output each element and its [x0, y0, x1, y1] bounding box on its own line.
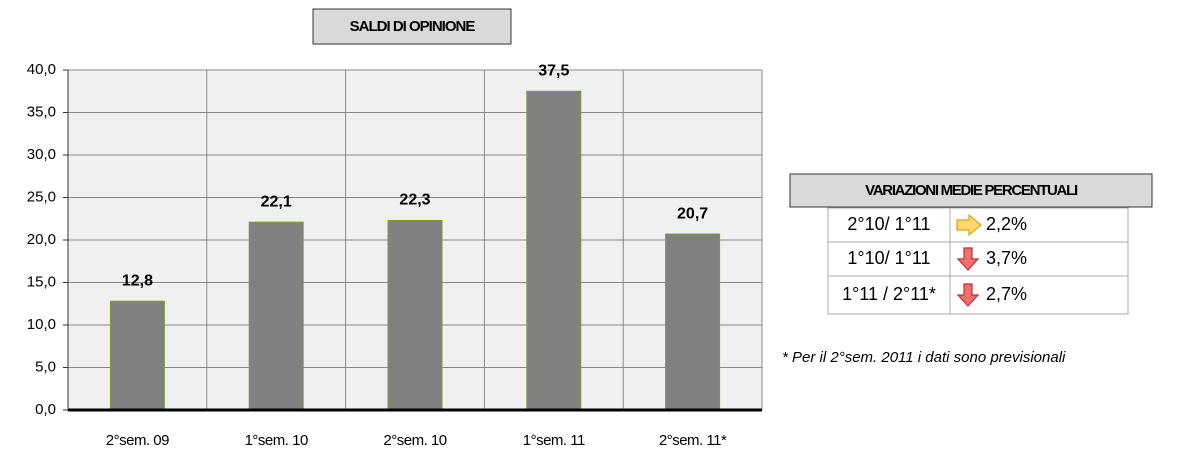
bar	[387, 219, 443, 411]
x-tick-label: 2°sem. 11*	[659, 432, 727, 449]
bar	[526, 90, 582, 411]
data-label: 12,8	[122, 272, 153, 289]
arrow-right	[956, 213, 982, 237]
data-label: 22,1	[261, 193, 292, 210]
x-tick-label: 1°sem. 10	[245, 432, 308, 449]
arrow-down	[956, 247, 980, 271]
footnote: * Per il 2°sem. 2011 i dati sono previsi…	[782, 349, 1066, 366]
table-title-box	[789, 173, 1153, 208]
bar	[665, 233, 721, 411]
table-cell	[949, 241, 1129, 277]
data-label: 22,3	[399, 192, 430, 209]
y-tick-label: 25,0	[27, 188, 56, 205]
table-cell	[827, 207, 951, 243]
y-tick-label: 0,0	[35, 401, 56, 418]
change-label: 2,7%	[986, 284, 1027, 304]
table-cell	[827, 241, 951, 277]
y-tick-label: 30,0	[27, 146, 56, 163]
bar	[248, 221, 304, 411]
y-tick-label: 10,0	[27, 316, 56, 333]
table-cell	[827, 275, 951, 315]
y-tick-label: 20,0	[27, 231, 56, 248]
change-label: 3,7%	[986, 248, 1027, 268]
table-cell	[949, 275, 1129, 315]
period-label: 1°11 / 2°11*	[842, 284, 936, 304]
data-label: 20,7	[677, 205, 708, 222]
y-tick-label: 5,0	[35, 358, 56, 375]
bar	[109, 300, 165, 411]
arrow-down	[956, 283, 980, 307]
data-label: 37,5	[538, 62, 569, 79]
y-tick-label: 35,0	[27, 103, 56, 120]
y-tick-label: 40,0	[27, 61, 56, 78]
x-tick-label: 2°sem. 09	[106, 432, 169, 449]
table-title: VARIAZIONI MEDIE PERCENTUALI	[865, 182, 1078, 199]
chart-title: SALDI DI OPINIONE	[350, 18, 476, 35]
table-cell	[949, 207, 1129, 243]
x-tick-label: 2°sem. 10	[383, 432, 446, 449]
period-label: 1°10/ 1°11	[847, 248, 930, 268]
title-box	[312, 8, 512, 45]
y-tick-label: 15,0	[27, 273, 56, 290]
x-tick-label: 1°sem. 11	[523, 432, 585, 449]
change-label: 2,2%	[986, 214, 1027, 234]
period-label: 2°10/ 1°11	[847, 214, 930, 234]
